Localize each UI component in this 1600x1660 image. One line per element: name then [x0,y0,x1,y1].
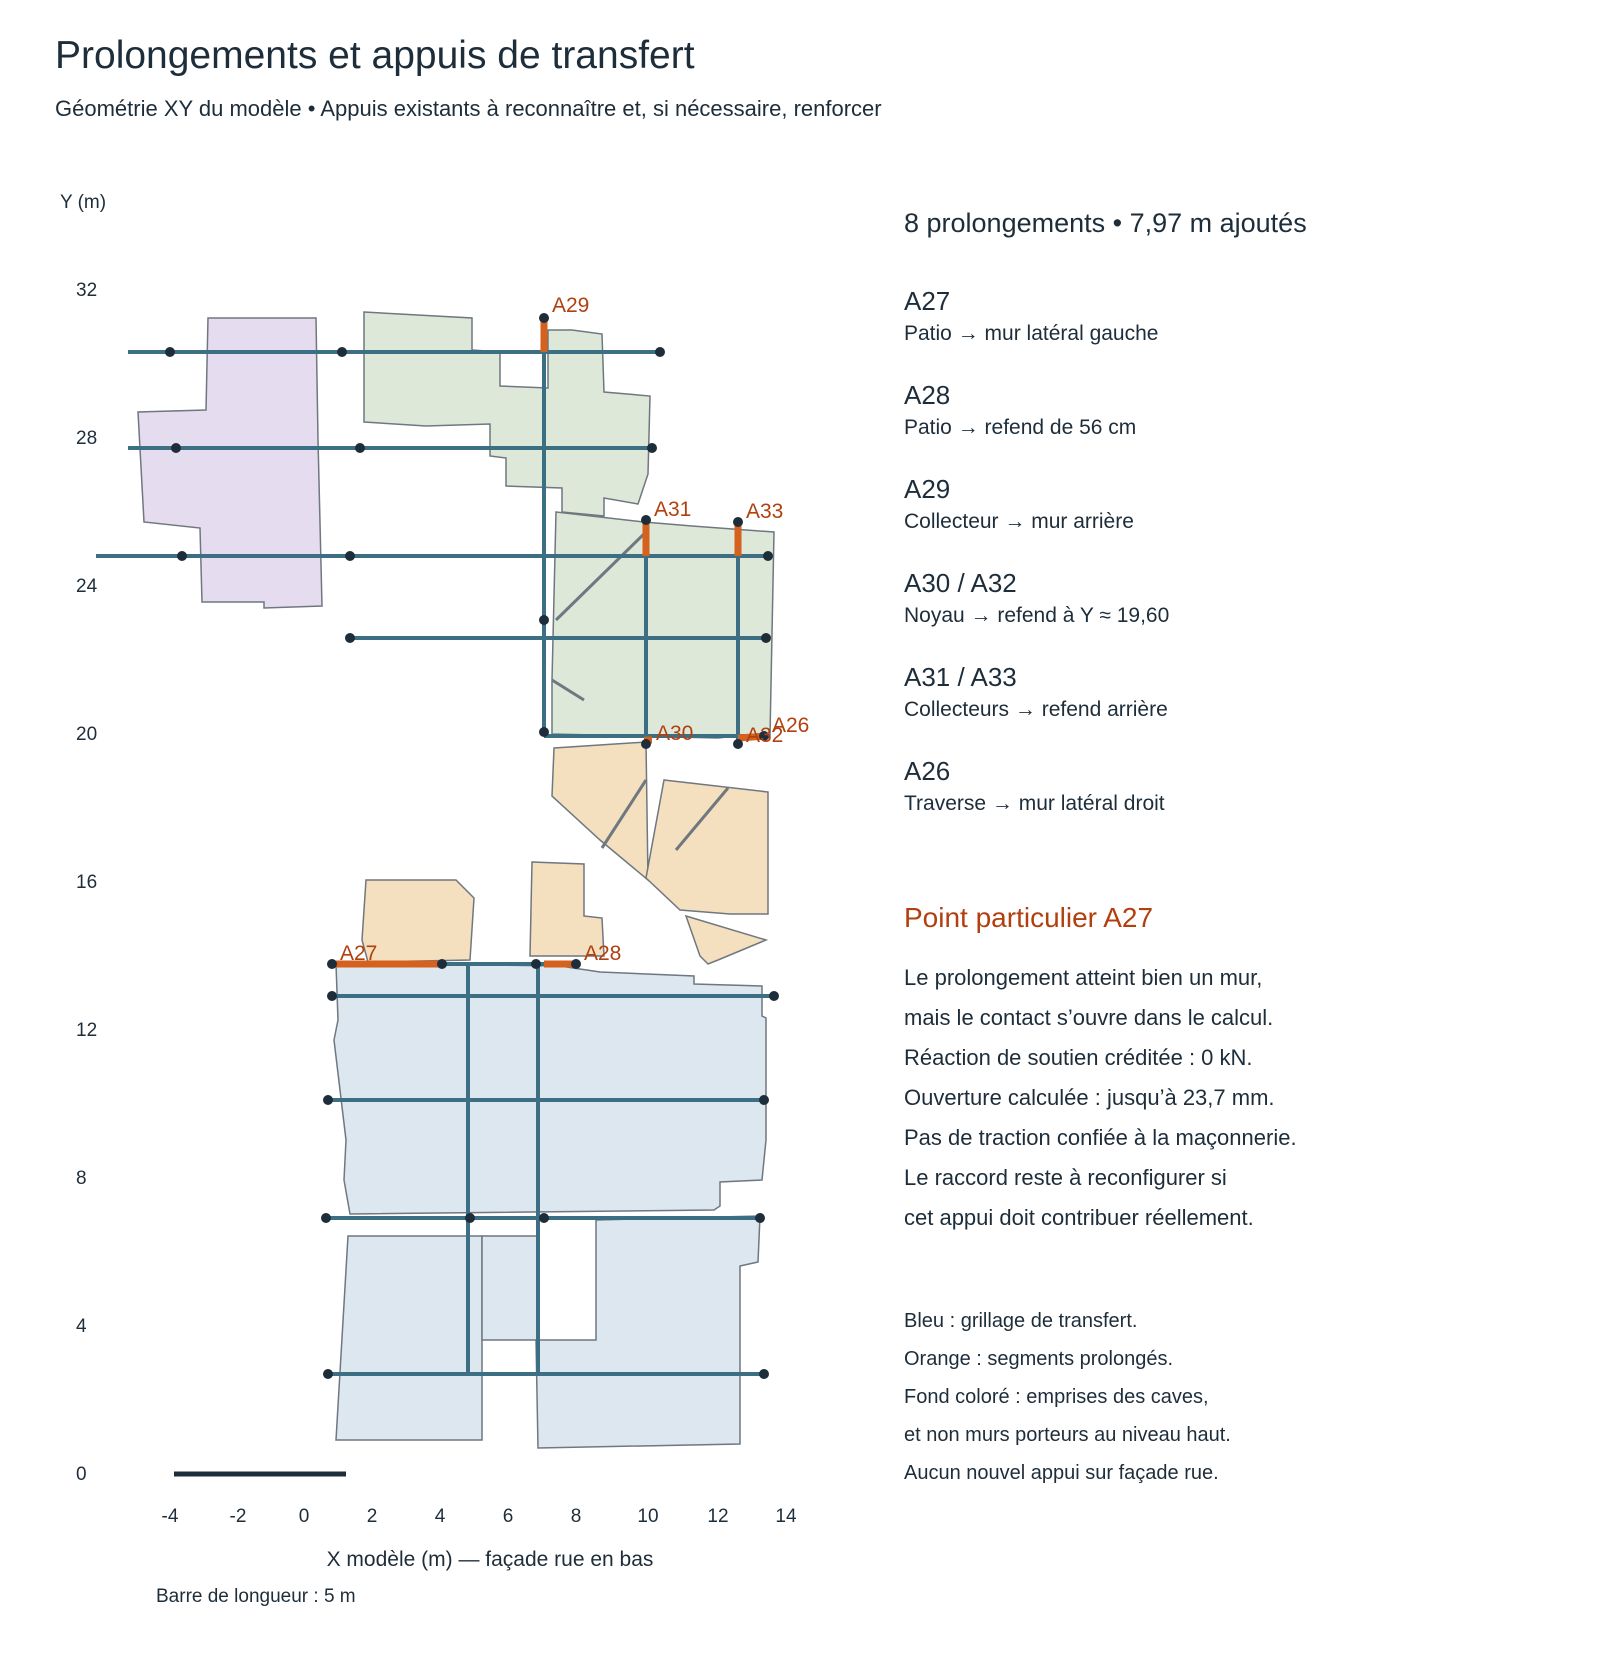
label-A32: A32 [746,724,783,747]
x-tick: -4 [162,1506,179,1527]
x-tick: 12 [707,1506,728,1527]
item-code: A28 [904,380,951,410]
cellar-purple [137,317,323,609]
plan-diagram: A29 A31 A33 A26 A30 A32 A27 A28 Y (m) 0 … [60,192,809,1607]
cellar-orange-3 [361,879,475,963]
x-axis-ticks: -4 -2 0 2 4 6 8 10 12 14 [162,1506,797,1527]
cellar-orange-2 [645,779,769,915]
item-code: A26 [904,756,951,786]
y-tick: 24 [76,576,98,597]
legend-line: Fond coloré : emprises des caves, [904,1386,1209,1408]
list-item: A30 / A32 Noyau → refend à Y ≈ 19,60 [904,568,1584,662]
legend-line: et non murs porteurs au niveau haut. [904,1424,1231,1446]
y-tick: 32 [76,280,97,301]
x-tick: 0 [299,1506,310,1527]
x-axis-label: X modèle (m) — façade rue en bas [327,1548,654,1571]
label-A27: A27 [340,942,377,965]
item-desc: Noyau → refend à Y ≈ 19,60 [904,604,1170,627]
y-tick: 0 [76,1464,87,1485]
y-tick: 4 [76,1316,87,1337]
x-tick: 6 [503,1506,514,1527]
label-A28: A28 [584,942,621,965]
list-item: A29 Collecteur → mur arrière [904,474,1584,568]
cellar-blue-top [333,963,767,1215]
cellar-green-upper [363,311,651,517]
list-item: A28 Patio → refend de 56 cm [904,380,1584,474]
note-line: Ouverture calculée : jusqu’à 23,7 mm. [904,1085,1275,1110]
y-axis-label: Y (m) [60,192,106,213]
summary-heading: 8 prolongements • 7,97 m ajoutés [904,208,1307,238]
note-body: Le prolongement atteint bien un mur, mai… [904,958,1584,1238]
legend-line: Aucun nouvel appui sur façade rue. [904,1462,1219,1484]
interior-walls [551,528,730,851]
x-tick: 2 [367,1506,378,1527]
cellar-orange-1 [551,741,649,882]
cellar-blue-bl [335,1235,483,1441]
x-tick: 4 [435,1506,446,1527]
cellar-blue-br [535,1215,761,1449]
legend: Bleu : grillage de transfert. Orange : s… [904,1302,1584,1492]
y-tick: 8 [76,1168,87,1189]
item-desc: Traverse → mur latéral droit [904,792,1165,815]
list-item: A27 Patio → mur latéral gauche [904,286,1584,380]
list-item: A26 Traverse → mur latéral droit [904,756,1584,850]
x-tick: 8 [571,1506,582,1527]
cellar-orange-4 [529,861,605,957]
y-tick: 28 [76,428,97,449]
note-line: Pas de traction confiée à la maçonnerie. [904,1125,1297,1150]
legend-line: Bleu : grillage de transfert. [904,1310,1138,1332]
y-tick: 12 [76,1020,97,1041]
prolongation-list: A27 Patio → mur latéral gauche A28 Patio… [904,286,1584,850]
item-desc: Patio → mur latéral gauche [904,322,1159,345]
page-subtitle: Géométrie XY du modèle • Appuis existant… [55,96,882,121]
y-tick: 16 [76,872,97,893]
scale-bar-label: Barre de longueur : 5 m [156,1586,356,1607]
item-desc: Patio → refend de 56 cm [904,416,1137,439]
note-line: Le raccord reste à reconfigurer si [904,1165,1227,1190]
item-code: A30 / A32 [904,568,1017,598]
x-tick: 10 [637,1506,658,1527]
item-desc: Collecteurs → refend arrière [904,698,1168,721]
item-desc: Collecteur → mur arrière [904,510,1134,533]
y-axis-ticks: 0 4 8 12 16 20 24 28 32 [76,280,98,1485]
list-item: A31 / A33 Collecteurs → refend arrière [904,662,1584,756]
item-code: A29 [904,474,951,504]
item-code: A31 / A33 [904,662,1017,692]
page-title: Prolongements et appuis de transfert [55,34,695,77]
item-code: A27 [904,286,951,316]
label-A29: A29 [552,294,589,317]
label-A31: A31 [654,498,691,521]
note-line: cet appui doit contribuer réellement. [904,1205,1254,1230]
x-tick: 14 [775,1506,797,1527]
note-line: Réaction de soutien créditée : 0 kN. [904,1045,1253,1070]
label-A26: A26 [772,714,809,737]
label-A30: A30 [656,722,693,745]
label-A33: A33 [746,500,783,523]
support-nodes [165,313,779,1379]
transfer-grid [96,342,776,1376]
note-line: Le prolongement atteint bien un mur, [904,965,1263,990]
cellar-footprints [137,311,775,1449]
legend-line: Orange : segments prolongés. [904,1348,1174,1370]
cellar-blue-mid [481,1235,539,1341]
note-line: mais le contact s’ouvre dans le calcul. [904,1005,1274,1030]
x-tick: -2 [230,1506,247,1527]
y-tick: 20 [76,724,97,745]
note-title: Point particulier A27 [904,902,1154,933]
cellar-orange-5 [684,914,769,965]
